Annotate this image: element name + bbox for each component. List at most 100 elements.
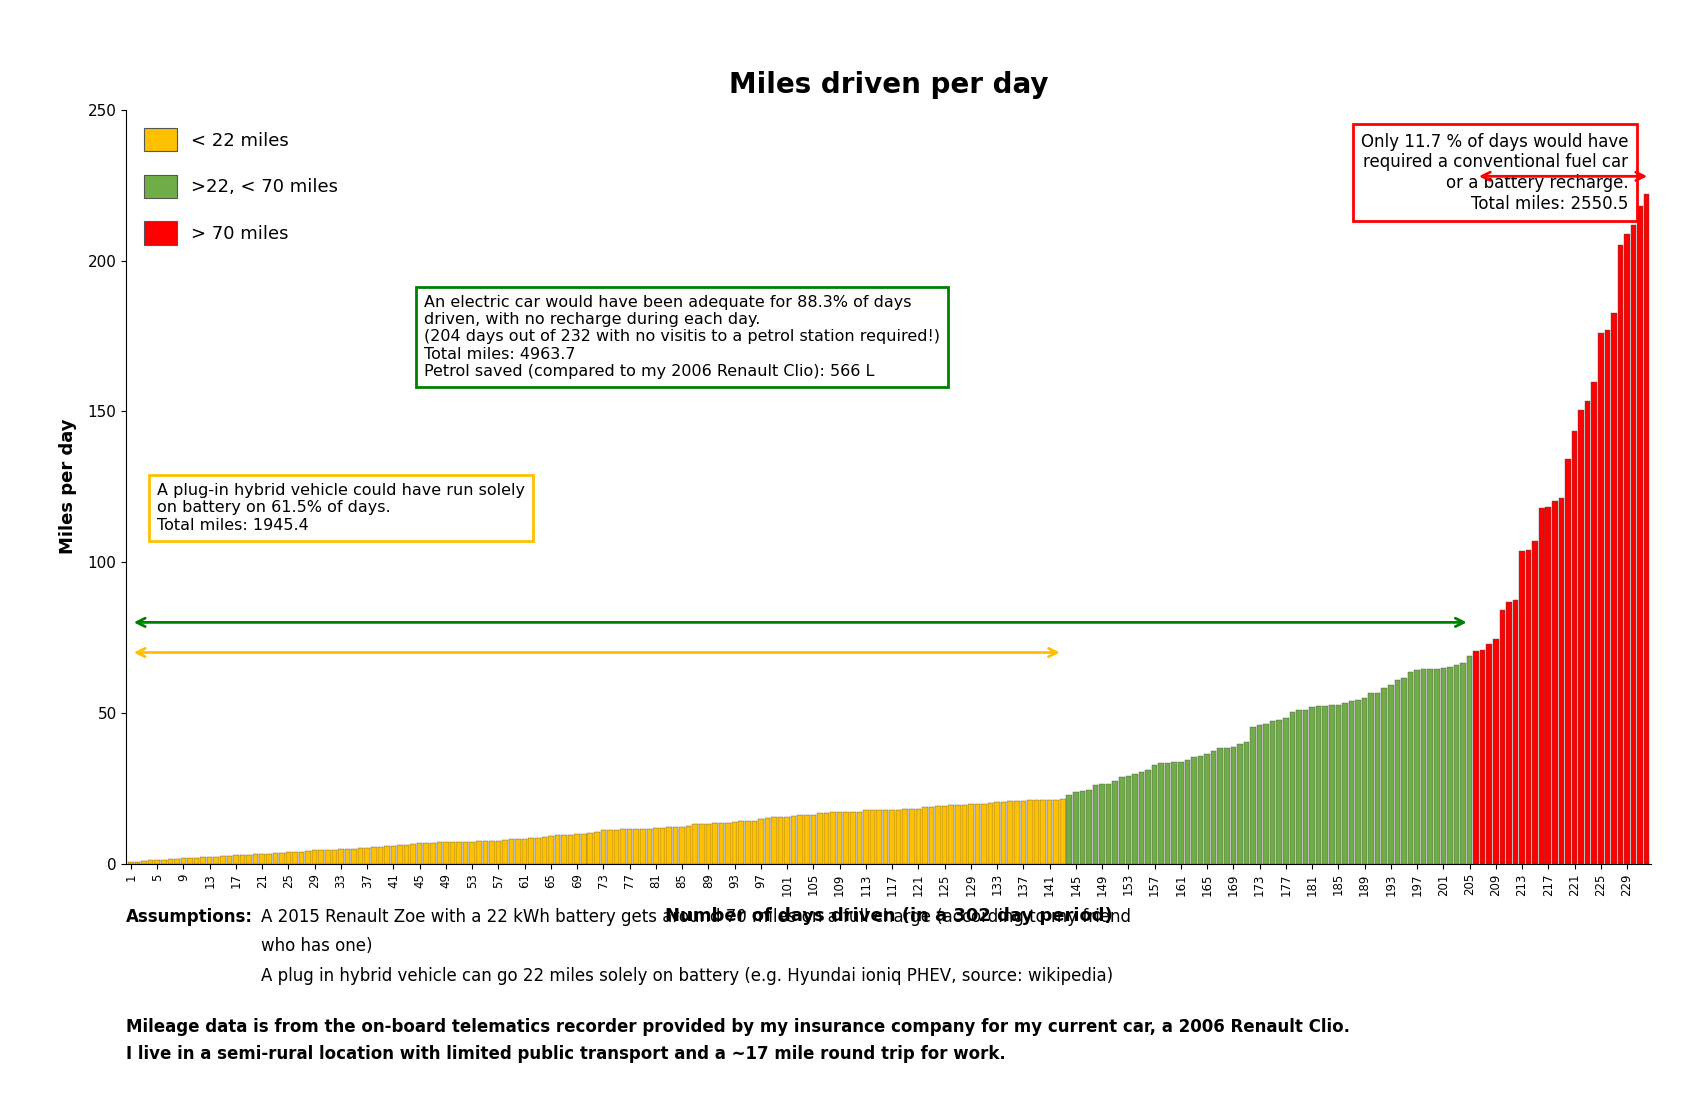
Bar xyxy=(509,839,514,864)
Bar xyxy=(554,835,561,864)
Bar xyxy=(148,860,153,864)
Bar xyxy=(377,847,382,864)
Bar xyxy=(1119,778,1124,864)
Bar xyxy=(672,827,679,864)
Bar xyxy=(1067,794,1072,864)
Bar xyxy=(837,813,842,864)
Bar xyxy=(475,842,482,864)
Bar xyxy=(167,859,174,864)
Bar xyxy=(1572,431,1577,864)
Bar xyxy=(1126,777,1131,864)
Bar xyxy=(1447,667,1452,864)
Bar xyxy=(1164,762,1171,864)
Bar xyxy=(548,836,554,864)
Bar xyxy=(620,829,625,864)
Bar xyxy=(1579,410,1584,864)
Bar xyxy=(778,816,784,864)
Bar xyxy=(810,815,816,864)
Bar xyxy=(1611,312,1616,864)
Bar xyxy=(1618,245,1623,864)
Bar xyxy=(824,813,829,864)
Bar xyxy=(600,830,607,864)
Bar xyxy=(738,822,745,864)
Bar xyxy=(463,842,468,864)
Bar xyxy=(797,815,804,864)
Text: An electric car would have been adequate for 88.3% of days
driven, with no recha: An electric car would have been adequate… xyxy=(423,295,940,380)
Bar xyxy=(1282,717,1289,864)
Bar xyxy=(1597,333,1604,864)
Bar xyxy=(772,817,777,864)
Bar xyxy=(1382,689,1387,864)
Bar xyxy=(174,859,180,864)
Text: A 2015 Renault Zoe with a 22 kWh battery gets around 70 miles on a full charge (: A 2015 Renault Zoe with a 22 kWh battery… xyxy=(261,908,1131,925)
Bar xyxy=(516,839,521,864)
Bar xyxy=(436,843,441,864)
Bar xyxy=(443,843,448,864)
Bar xyxy=(863,811,869,864)
Bar xyxy=(135,861,140,864)
Bar xyxy=(1223,748,1230,864)
Bar xyxy=(752,821,757,864)
Bar xyxy=(194,858,199,864)
Text: who has one): who has one) xyxy=(261,937,372,955)
Bar xyxy=(1303,710,1308,864)
Bar xyxy=(634,829,639,864)
Bar xyxy=(581,834,586,864)
Bar xyxy=(1094,785,1099,864)
Bar xyxy=(1014,801,1019,864)
Bar xyxy=(1296,711,1303,864)
Bar xyxy=(1146,770,1151,864)
Bar xyxy=(1040,800,1046,864)
Bar xyxy=(273,852,278,864)
Bar xyxy=(1427,669,1432,864)
Bar xyxy=(1323,706,1328,864)
Bar xyxy=(790,816,797,864)
Bar xyxy=(1132,773,1137,864)
Bar xyxy=(1212,751,1217,864)
Bar xyxy=(1591,382,1597,864)
Bar xyxy=(713,824,718,864)
Bar xyxy=(731,822,738,864)
Bar xyxy=(180,858,187,864)
Bar xyxy=(942,806,947,864)
Bar xyxy=(357,848,364,864)
Bar xyxy=(292,852,298,864)
Bar xyxy=(1645,195,1650,864)
Bar xyxy=(239,855,246,864)
Bar xyxy=(1185,760,1190,864)
Bar xyxy=(305,851,312,864)
Bar xyxy=(398,846,403,864)
Bar xyxy=(1407,672,1414,864)
Bar xyxy=(1545,507,1552,864)
Bar xyxy=(207,857,212,864)
Bar xyxy=(876,811,881,864)
Bar xyxy=(1395,680,1400,864)
Bar xyxy=(1513,600,1518,864)
Bar xyxy=(1527,550,1532,864)
Bar xyxy=(1631,224,1636,864)
Bar xyxy=(831,813,836,864)
Bar xyxy=(187,858,192,864)
Bar xyxy=(1008,802,1013,864)
Bar xyxy=(922,806,928,864)
Bar xyxy=(981,804,987,864)
Bar xyxy=(1001,802,1006,864)
Bar xyxy=(915,808,922,864)
Bar xyxy=(522,838,527,864)
Bar xyxy=(1105,783,1112,864)
Bar xyxy=(221,856,226,864)
Bar xyxy=(1080,791,1085,864)
Bar xyxy=(332,850,337,864)
Bar xyxy=(482,842,489,864)
Bar xyxy=(233,855,239,864)
Bar xyxy=(869,811,875,864)
Bar xyxy=(969,804,974,864)
Bar xyxy=(416,844,423,864)
Bar xyxy=(1538,507,1545,864)
Bar xyxy=(470,842,475,864)
Bar xyxy=(693,824,698,864)
Bar xyxy=(325,850,330,864)
Bar xyxy=(142,860,147,864)
Bar xyxy=(1420,669,1427,864)
Bar xyxy=(1368,693,1373,864)
